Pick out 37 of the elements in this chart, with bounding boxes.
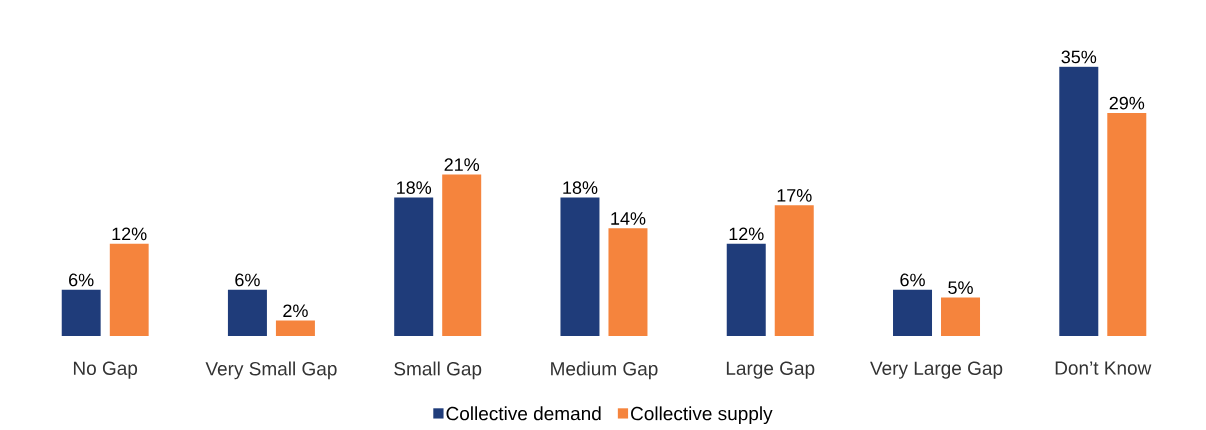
bar [61, 289, 101, 336]
bar [442, 174, 482, 336]
data-label: 12% [729, 227, 764, 241]
bar [275, 320, 315, 336]
data-label: 6% [235, 273, 260, 287]
data-label: 35% [1061, 50, 1097, 64]
bar [726, 243, 766, 336]
bar [1107, 112, 1147, 336]
data-label: 12% [112, 227, 147, 241]
data-label: 29% [1109, 96, 1145, 110]
x-tick-label: Small Gap [394, 361, 482, 380]
data-label: 17% [777, 189, 812, 202]
data-label: 18% [563, 181, 598, 195]
bar [109, 243, 149, 336]
x-tick-label: Large Gap [726, 361, 815, 379]
x-tick-label: Very Large Gap [870, 361, 1003, 379]
data-label: 21% [444, 158, 480, 171]
data-label: 6% [69, 273, 94, 287]
bar [1059, 66, 1099, 336]
bar [941, 297, 981, 336]
legend-label: Collective demand [446, 406, 601, 421]
x-tick-label: Medium Gap [551, 361, 658, 380]
data-label: 2% [283, 304, 308, 318]
legend-label: Collective supply [631, 406, 773, 425]
data-label: 6% [900, 273, 925, 287]
bar [560, 197, 600, 336]
bar [608, 228, 648, 336]
x-tick-label: No Gap [73, 361, 138, 379]
data-label: 5% [948, 281, 973, 294]
x-tick-label: Don’t Know [1055, 361, 1152, 375]
bar [227, 289, 267, 336]
bar [394, 197, 434, 336]
bar [774, 205, 814, 336]
data-label: 18% [397, 181, 432, 195]
bar [893, 289, 933, 336]
x-tick-label: Very Small Gap [205, 361, 337, 380]
data-label: 14% [611, 212, 646, 225]
